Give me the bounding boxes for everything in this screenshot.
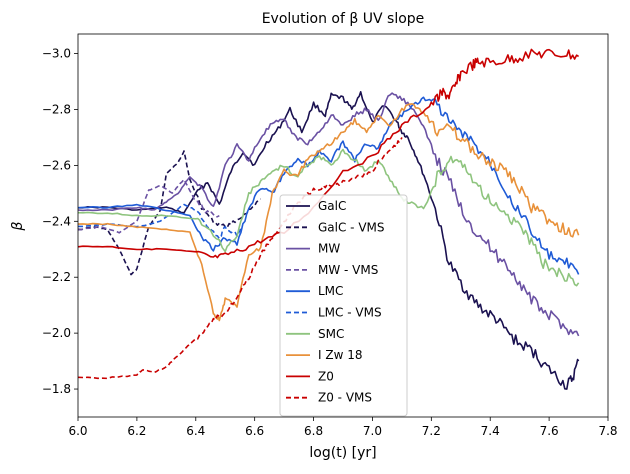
- x-tick-label: 6.2: [127, 424, 146, 438]
- y-tick-label: −3.0: [42, 47, 71, 61]
- x-axis: 6.0 6.2 6.4 6.6 6.8 7.0 7.2 7.4 7.6 7.8: [68, 417, 618, 438]
- x-tick-label: 6.4: [186, 424, 205, 438]
- y-tick-label: −2.4: [42, 214, 71, 228]
- series-line-z0: [78, 48, 580, 259]
- x-tick-label: 7.8: [598, 424, 617, 438]
- series-line-mw: [78, 92, 580, 337]
- legend-label: MW - VMS: [318, 263, 378, 277]
- legend-label: LMC: [318, 284, 343, 298]
- series-layer: [78, 48, 580, 390]
- legend-label: Z0 - VMS: [318, 391, 372, 405]
- plot-area-frame: [77, 33, 609, 418]
- series-line-galc: [78, 91, 580, 390]
- x-tick-label: 6.6: [245, 424, 264, 438]
- series-line-z0-vms: [78, 137, 403, 380]
- series-line-galc-vms: [78, 150, 262, 276]
- y-tick-label: −2.0: [42, 326, 71, 340]
- chart-title: Evolution of β UV slope: [262, 11, 425, 27]
- x-tick-label: 7.0: [363, 424, 382, 438]
- series-line-i-zw-18: [78, 103, 580, 322]
- y-tick-label: −2.6: [42, 158, 71, 172]
- y-axis-label: β: [10, 221, 26, 231]
- legend-label: Z0: [318, 369, 334, 383]
- y-axis: −3.0 −2.8 −2.6 −2.4 −2.2 −2.0 −1.8: [42, 47, 78, 396]
- x-tick-label: 6.0: [68, 424, 87, 438]
- legend-label: I Zw 18: [318, 348, 362, 362]
- series-line-lmc: [78, 96, 580, 275]
- legend-label: GalC: [318, 199, 346, 213]
- x-tick-label: 7.2: [422, 424, 441, 438]
- legend-box: [279, 194, 408, 417]
- y-tick-label: −1.8: [42, 382, 71, 396]
- x-tick-label: 6.8: [304, 424, 323, 438]
- x-axis-label: log(t) [yr]: [309, 445, 376, 461]
- x-tick-label: 7.4: [481, 424, 500, 438]
- legend: GalC GalC - VMS MW MW - VMS LMC LMC - VMS SMC I…: [279, 194, 408, 417]
- legend-label: MW: [318, 242, 340, 256]
- legend-label: LMC - VMS: [318, 306, 382, 320]
- legend-label: SMC: [318, 327, 344, 341]
- y-tick-label: −2.2: [42, 270, 71, 284]
- series-line-mw-vms: [78, 178, 220, 234]
- x-tick-label: 7.6: [540, 424, 559, 438]
- y-tick-label: −2.8: [42, 102, 71, 116]
- legend-label: GalC - VMS: [318, 220, 385, 234]
- series-line-smc: [78, 148, 580, 287]
